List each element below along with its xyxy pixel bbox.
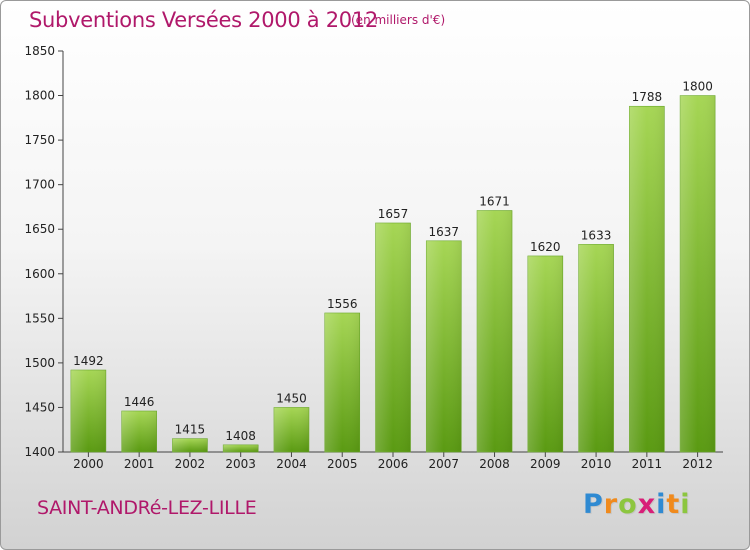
bar-value-label: 1671: [479, 195, 510, 209]
y-tick-label: 1600: [24, 267, 55, 281]
bar-shine: [172, 438, 208, 452]
commune-name: SAINT-ANDRé-LEZ-LILLE: [37, 497, 257, 519]
y-tick-label: 1850: [24, 44, 55, 58]
proxiti-logo: Proxiti: [583, 489, 691, 520]
logo-letter: x: [637, 489, 657, 520]
logo-letter: P: [583, 489, 604, 520]
x-tick-label: 2001: [124, 457, 155, 471]
logo-letter: i: [656, 489, 667, 520]
bar-value-label: 1800: [682, 80, 713, 94]
bar-value-label: 1415: [175, 423, 206, 437]
bar-value-label: 1620: [530, 240, 561, 254]
bar-value-label: 1450: [276, 391, 307, 405]
y-tick-label: 1750: [24, 133, 55, 147]
bar-shine: [223, 444, 259, 452]
x-tick-label: 2009: [530, 457, 561, 471]
logo-letter: r: [603, 489, 619, 520]
x-tick-label: 2003: [225, 457, 256, 471]
bar-shine: [426, 240, 462, 452]
x-tick-label: 2011: [632, 457, 663, 471]
x-tick-label: 2008: [479, 457, 510, 471]
bar-shine: [629, 106, 665, 452]
x-tick-label: 2004: [276, 457, 307, 471]
x-tick-label: 2002: [175, 457, 206, 471]
bar-value-label: 1657: [378, 207, 409, 221]
logo-letter: o: [618, 489, 638, 520]
chart-title: Subventions Versées 2000 à 2012: [29, 8, 378, 32]
logo-letter: i: [680, 489, 691, 520]
x-tick-label: 2010: [581, 457, 612, 471]
bar-value-label: 1633: [581, 228, 612, 242]
bar-shine: [527, 255, 563, 452]
y-tick-label: 1450: [24, 400, 55, 414]
x-tick-label: 2007: [428, 457, 459, 471]
y-tick-label: 1550: [24, 311, 55, 325]
y-tick-label: 1400: [24, 445, 55, 459]
bars: [70, 95, 716, 453]
bar-value-label: 1446: [124, 395, 155, 409]
x-tick-label: 2005: [327, 457, 358, 471]
logo-letter: t: [666, 489, 681, 520]
bar-shine: [273, 407, 309, 452]
y-tick-label: 1500: [24, 356, 55, 370]
bar-shine: [578, 244, 614, 452]
bar-shine: [70, 370, 106, 452]
bar-shine: [324, 312, 360, 452]
y-tick-label: 1800: [24, 89, 55, 103]
bar-value-label: 1408: [225, 429, 256, 443]
x-tick-label: 2012: [682, 457, 713, 471]
bar-value-label: 1492: [73, 354, 104, 368]
bar-shine: [375, 222, 411, 452]
bar-value-label: 1556: [327, 297, 358, 311]
bar-value-label: 1637: [428, 225, 459, 239]
y-tick-label: 1700: [24, 178, 55, 192]
x-tick-label: 2000: [73, 457, 104, 471]
axes: 1400 1450 1500 1550 1600 1650 1700 1750 1800 1850…: [24, 44, 723, 471]
chart-subtitle: (en milliers d'€): [351, 13, 446, 27]
bar-value-label: 1788: [632, 90, 663, 104]
x-tick-label: 2006: [378, 457, 409, 471]
bar-shine: [121, 411, 157, 452]
bar-value-labels: 1492 1446 1415 1408 1450 1556 1657 1637 1671 1620…: [73, 80, 713, 443]
y-tick-label: 1650: [24, 222, 55, 236]
bar-shine: [680, 95, 716, 453]
bar-shine: [477, 210, 513, 452]
